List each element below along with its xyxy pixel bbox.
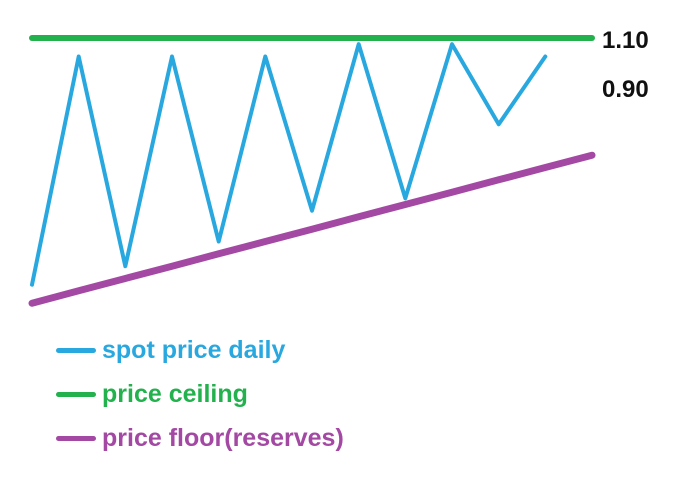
legend-swatch-price-floor (56, 435, 96, 441)
series-line-price-floor-reserves (28, 151, 596, 307)
series-layer (28, 35, 596, 307)
legend-item-price-ceiling: price ceiling (56, 372, 344, 416)
legend-swatch-spot-price (56, 347, 96, 353)
legend-label-price-ceiling: price ceiling (102, 379, 248, 408)
y-tick-label-floor: 0.90 (602, 76, 649, 103)
legend-item-price-floor: price floor(reserves) (56, 416, 344, 460)
series-line-spot-price-daily (30, 42, 548, 287)
legend-item-spot-price: spot price daily (56, 328, 344, 372)
legend-swatch-price-ceiling (56, 391, 96, 397)
y-tick-labels: 1.10 0.90 (602, 27, 649, 103)
legend-label-spot-price: spot price daily (102, 335, 286, 364)
legend: spot price daily price ceiling price flo… (56, 328, 344, 460)
y-tick-label-ceiling: 1.10 (602, 27, 649, 54)
legend-label-price-floor: price floor(reserves) (102, 423, 344, 452)
